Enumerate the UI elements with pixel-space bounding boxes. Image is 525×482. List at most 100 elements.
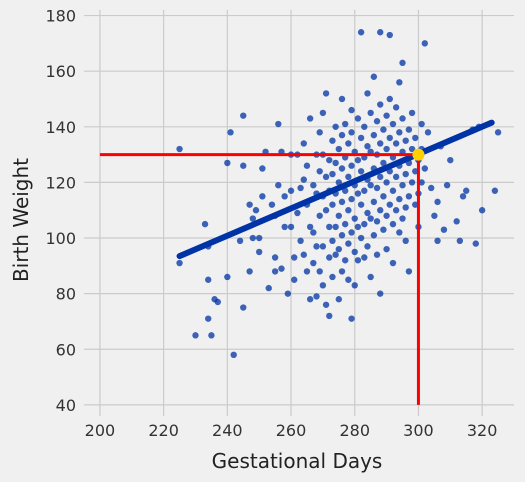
data-point — [214, 298, 221, 306]
data-point — [377, 140, 384, 147]
data-point — [332, 251, 339, 258]
regression-line — [176, 119, 495, 260]
data-point — [326, 156, 333, 164]
data-point — [208, 332, 215, 339]
data-point — [281, 223, 288, 231]
data-point — [303, 162, 311, 169]
data-point — [310, 181, 317, 189]
data-point — [205, 276, 212, 283]
data-point — [380, 226, 387, 233]
data-point — [278, 265, 285, 272]
data-point — [176, 259, 183, 267]
data-point — [402, 237, 409, 245]
data-point — [389, 220, 397, 228]
data-point — [205, 315, 212, 322]
data-point — [345, 240, 352, 247]
data-point — [373, 251, 381, 258]
data-points — [176, 29, 502, 359]
data-point — [291, 276, 298, 283]
data-point — [424, 129, 432, 136]
data-point — [370, 73, 378, 80]
data-point — [396, 229, 403, 236]
data-point — [265, 284, 272, 292]
data-point — [389, 259, 397, 267]
data-point — [345, 173, 352, 181]
data-point — [240, 112, 247, 119]
data-point — [306, 223, 314, 231]
data-point — [322, 173, 330, 181]
data-point — [313, 293, 320, 300]
x-tick-label: 320 — [467, 421, 498, 440]
data-point — [255, 234, 263, 242]
data-point — [201, 220, 209, 228]
data-point — [341, 120, 349, 128]
data-point — [412, 134, 419, 142]
data-point — [341, 220, 349, 228]
data-point — [224, 273, 231, 281]
data-point — [367, 109, 374, 117]
y-tick-label: 180 — [45, 7, 76, 26]
data-point — [338, 95, 346, 103]
data-point — [383, 112, 390, 119]
data-point — [281, 193, 288, 200]
data-point — [310, 259, 317, 267]
data-point — [421, 165, 429, 172]
y-tick-label: 160 — [45, 62, 76, 81]
data-point — [310, 229, 317, 236]
x-tick-label: 260 — [276, 421, 307, 440]
data-point — [338, 131, 346, 139]
data-point — [329, 201, 336, 208]
y-tick-label: 80 — [56, 285, 76, 304]
data-point — [373, 218, 381, 225]
data-point — [287, 187, 295, 194]
data-point — [434, 237, 441, 245]
data-point — [443, 181, 451, 189]
data-point — [383, 179, 390, 186]
data-point — [361, 123, 368, 130]
data-point — [463, 187, 470, 194]
data-point — [392, 173, 400, 181]
data-point — [412, 201, 419, 208]
data-point — [329, 170, 336, 178]
data-point — [421, 40, 429, 47]
data-point — [316, 268, 323, 275]
data-point — [329, 237, 336, 245]
data-point — [377, 290, 384, 297]
data-point — [418, 120, 425, 128]
data-point — [383, 145, 390, 153]
data-point — [389, 187, 397, 194]
data-point — [271, 268, 279, 275]
data-point — [402, 204, 409, 211]
y-tick-label: 40 — [56, 396, 76, 415]
data-point — [332, 223, 339, 231]
data-point — [405, 268, 413, 275]
data-point — [361, 220, 368, 228]
data-point — [377, 173, 384, 181]
data-point — [338, 232, 346, 239]
data-point — [246, 201, 253, 208]
data-point — [348, 229, 355, 236]
data-point — [338, 165, 346, 172]
data-point — [335, 145, 343, 153]
data-point — [284, 290, 292, 297]
data-point — [240, 304, 247, 311]
data-point — [332, 123, 339, 130]
data-point — [392, 207, 400, 214]
data-point — [345, 140, 352, 147]
data-point — [357, 201, 365, 208]
data-point — [192, 332, 199, 339]
data-point — [335, 179, 343, 186]
x-tick-label: 200 — [85, 421, 116, 440]
y-axis-label: Birth Weight — [9, 158, 33, 282]
x-tick-label: 300 — [403, 421, 434, 440]
data-point — [361, 254, 368, 261]
highlight-point — [412, 148, 425, 161]
data-point — [259, 193, 266, 200]
x-tick-label: 240 — [212, 421, 243, 440]
y-tick-label: 140 — [45, 118, 76, 137]
data-point — [351, 248, 358, 256]
data-point — [380, 159, 387, 167]
data-point — [396, 129, 403, 136]
data-point — [329, 137, 336, 144]
data-point — [408, 109, 416, 117]
